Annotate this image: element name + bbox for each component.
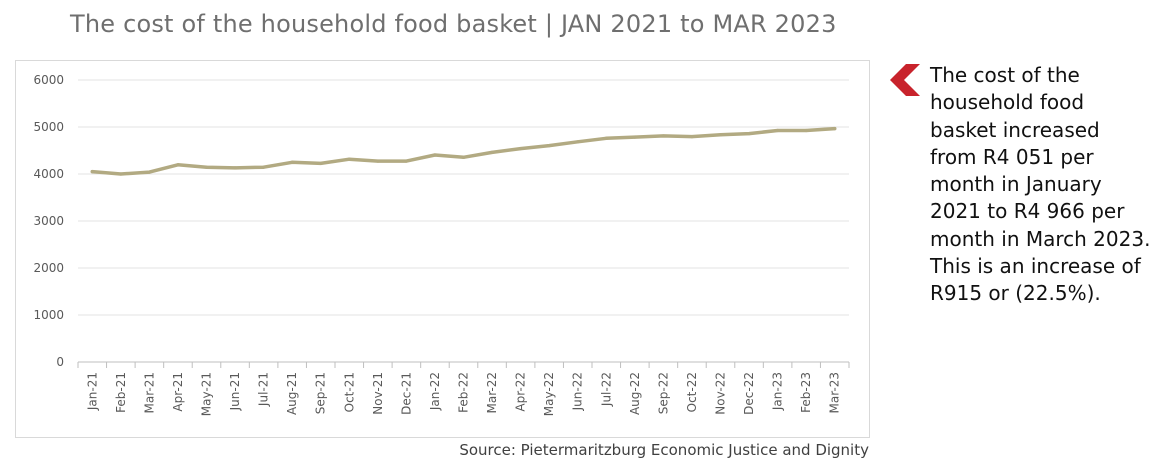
data-point <box>519 147 523 151</box>
x-tick-label: Nov-21 <box>371 372 385 415</box>
x-tick-label: Jul-22 <box>599 372 613 407</box>
series-line <box>90 126 837 176</box>
x-tick-label: Nov-22 <box>714 372 728 415</box>
x-tick-label: Jul-21 <box>257 372 271 407</box>
y-tick-label: 6000 <box>33 73 64 87</box>
x-tick-label: Jun-22 <box>571 372 585 411</box>
data-point <box>262 165 266 169</box>
x-tick-label: Sep-21 <box>314 372 328 414</box>
x-tick-label: Oct-22 <box>685 372 699 412</box>
x-tick-label: Mar-21 <box>142 372 156 413</box>
y-axis-ticks: 0 1000 2000 3000 4000 5000 6000 <box>33 73 64 369</box>
data-point <box>718 133 723 137</box>
source-note: Source: Pietermaritzburg Economic Justic… <box>459 441 869 459</box>
gridlines <box>78 79 849 363</box>
data-point <box>804 128 808 133</box>
x-tick-label: Dec-21 <box>399 372 413 415</box>
line-chart: 0 1000 2000 3000 4000 5000 6000 Jan-21 Feb-21 Ma… <box>33 73 850 416</box>
data-point <box>90 170 94 174</box>
x-tick-label: Sep-22 <box>656 372 670 414</box>
data-point <box>433 153 437 157</box>
data-point <box>604 136 608 140</box>
x-tick-label: Jan-21 <box>85 372 99 411</box>
data-point <box>776 128 780 133</box>
chevron-left-icon <box>890 64 922 100</box>
data-point <box>490 150 494 154</box>
data-point <box>576 140 580 144</box>
annotation-text: The cost of the household food basket in… <box>930 63 1151 306</box>
x-tick-label: May-21 <box>200 372 214 416</box>
data-point <box>290 160 294 164</box>
data-point <box>633 135 637 139</box>
data-point <box>347 157 351 161</box>
y-tick-label: 0 <box>56 355 64 369</box>
x-tick-label: Jan-22 <box>428 372 442 411</box>
data-point <box>319 161 323 166</box>
y-tick-label: 1000 <box>33 308 64 322</box>
y-tick-label: 4000 <box>33 167 64 181</box>
chart-title: The cost of the household food basket | … <box>70 10 837 38</box>
data-point <box>747 131 751 136</box>
x-tick-label: Feb-23 <box>799 372 813 413</box>
x-tick-label: Mar-23 <box>828 372 842 413</box>
x-tick-label: Dec-22 <box>742 372 756 415</box>
data-point <box>376 159 380 163</box>
data-point <box>404 159 408 163</box>
x-tick-label: Apr-21 <box>171 372 185 412</box>
y-tick-label: 2000 <box>33 261 64 275</box>
x-tick-label: Apr-22 <box>514 372 528 412</box>
chart-area: 0 1000 2000 3000 4000 5000 6000 Jan-21 Feb-21 Ma… <box>15 60 870 438</box>
data-point <box>147 170 151 174</box>
x-tick-label: May-22 <box>542 372 556 416</box>
x-tick-label: Feb-22 <box>457 372 471 413</box>
x-tick-label: Jun-21 <box>228 372 242 411</box>
x-tick-label: Feb-21 <box>114 372 128 413</box>
data-point <box>119 172 123 176</box>
x-tick-label: Mar-22 <box>485 372 499 413</box>
x-axis-ticks: Jan-21 Feb-21 Mar-21 Apr-21 May-21 Jun-21 Jul-… <box>77 362 850 416</box>
y-tick-label: 3000 <box>33 214 64 228</box>
x-tick-label: Oct-21 <box>342 372 356 412</box>
data-point <box>547 143 551 148</box>
data-point <box>833 126 837 131</box>
y-tick-label: 5000 <box>33 120 64 134</box>
data-point <box>461 155 466 159</box>
x-tick-label: Aug-22 <box>628 372 642 415</box>
data-point <box>233 166 237 170</box>
x-tick-label: Aug-21 <box>285 372 299 415</box>
data-point <box>204 165 209 169</box>
data-point <box>690 135 694 139</box>
data-point <box>661 134 665 138</box>
series-layer <box>90 126 837 176</box>
data-point <box>176 163 180 167</box>
x-tick-label: Jan-23 <box>771 372 785 411</box>
